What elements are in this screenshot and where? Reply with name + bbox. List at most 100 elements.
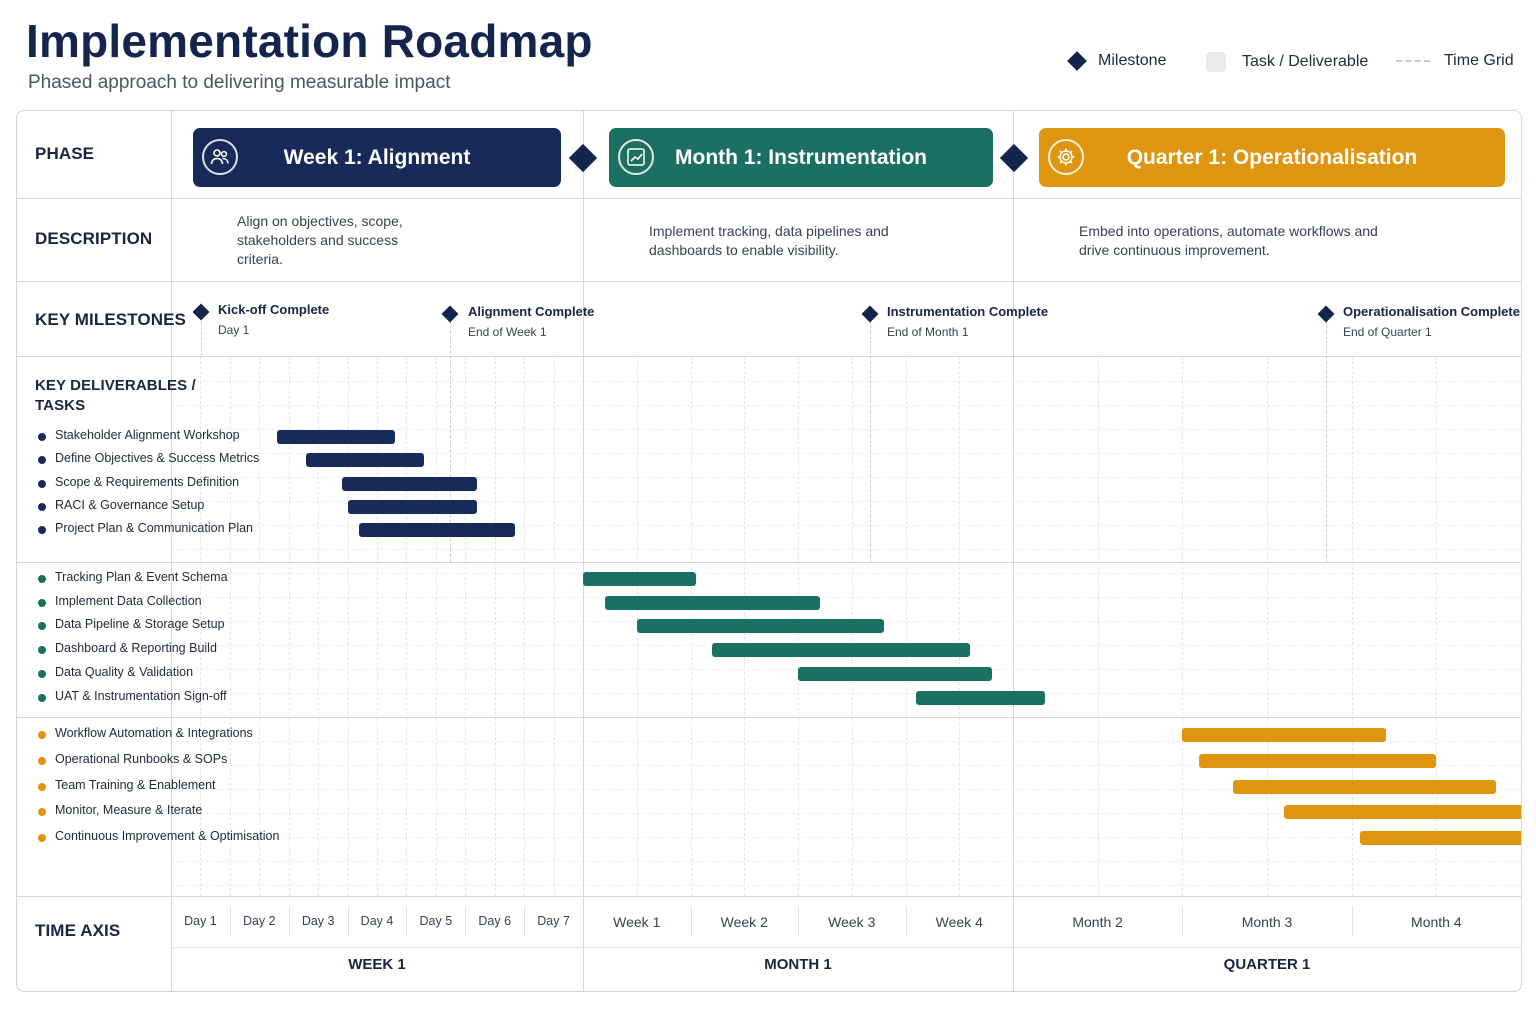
time-scale-label: MONTH 1 xyxy=(764,956,832,973)
task-bar[interactable] xyxy=(1283,805,1521,820)
grid-line xyxy=(1351,356,1353,896)
grid-line xyxy=(1182,356,1184,896)
grid-line xyxy=(171,525,1521,526)
row-divider xyxy=(17,356,1521,357)
grid-line xyxy=(1097,356,1099,896)
grid-line xyxy=(171,573,1521,574)
task-bullet-icon xyxy=(38,479,46,488)
axis-tick-divider xyxy=(1351,906,1353,936)
grid-line xyxy=(959,356,961,896)
task-bar[interactable] xyxy=(604,595,820,610)
task-bar[interactable] xyxy=(1360,831,1521,846)
task-bar[interactable] xyxy=(359,523,516,538)
grid-line xyxy=(171,765,1521,766)
task-bullet-icon xyxy=(38,834,46,843)
milestone-guide-line xyxy=(1326,316,1327,562)
task-bar[interactable] xyxy=(583,572,696,586)
page-title: Implementation Roadmap xyxy=(26,15,593,67)
group-divider xyxy=(17,717,1521,718)
milestone-diamond-icon xyxy=(441,305,459,323)
time-tick-label: Month 3 xyxy=(1241,914,1293,930)
time-tick-label: Day 6 xyxy=(478,914,512,928)
task-bar[interactable] xyxy=(916,690,1046,705)
phase-quarter1[interactable]: Quarter 1: Operationalisation xyxy=(1039,128,1505,187)
task-bullet-icon xyxy=(38,756,46,765)
grid-line xyxy=(1436,356,1438,896)
legend-task: Task / Deliverable xyxy=(1206,52,1368,72)
task-bar[interactable] xyxy=(276,430,395,444)
legend-milestone: Milestone xyxy=(1067,51,1166,71)
grid-line xyxy=(347,356,349,896)
task-label: Dashboard & Reporting Build xyxy=(55,641,217,656)
task-bar[interactable] xyxy=(1182,728,1386,742)
grid-line xyxy=(171,693,1521,694)
task-bullet-icon xyxy=(38,433,46,441)
page-subtitle: Phased approach to delivering measurable… xyxy=(28,72,451,93)
milestone-diamond-icon xyxy=(1317,305,1335,323)
phase-month1[interactable]: Month 1: Instrumentation xyxy=(609,128,993,187)
time-tick-label: Day 4 xyxy=(360,914,394,928)
axis-tick-divider xyxy=(406,906,408,936)
phase-week1[interactable]: Week 1: Alignment xyxy=(193,128,561,187)
grid-line xyxy=(435,356,437,896)
grid-line xyxy=(171,597,1521,598)
task-label: Data Quality & Validation xyxy=(55,664,194,679)
task-bar[interactable] xyxy=(347,499,478,514)
row-divider xyxy=(17,896,1521,897)
task-label: RACI & Governance Setup xyxy=(55,497,205,512)
row-label-time-axis: TIME AXIS xyxy=(35,921,121,940)
task-bar[interactable] xyxy=(341,476,478,491)
grid-line xyxy=(905,356,907,896)
time-tick-label: Week 3 xyxy=(828,914,876,930)
task-bullet-icon xyxy=(38,575,46,583)
roadmap-board: PHASE DESCRIPTION KEY MILESTONES KEY DEL… xyxy=(16,110,1522,992)
phase-name: Week 1: Alignment xyxy=(283,146,471,169)
legend-task-label: Task / Deliverable xyxy=(1242,53,1369,70)
task-bullet-icon xyxy=(38,456,46,465)
task-bullet-icon xyxy=(38,502,46,511)
group-divider xyxy=(17,562,1521,563)
task-label: Define Objectives & Success Metrics xyxy=(55,451,260,466)
milestone-diamond-icon xyxy=(192,303,210,321)
phase-name: Month 1: Instrumentation xyxy=(675,146,927,169)
grid-line xyxy=(171,477,1521,478)
task-label: Project Plan & Communication Plan xyxy=(55,521,254,536)
task-bar[interactable] xyxy=(712,643,970,658)
legend-grid-label: Time Grid xyxy=(1444,52,1514,69)
task-label: Operational Runbooks & SOPs xyxy=(55,751,228,766)
task-label: Workflow Automation & Integrations xyxy=(55,726,253,740)
row-divider xyxy=(17,281,1521,282)
task-bar[interactable] xyxy=(798,666,992,681)
phase-description: Implement tracking, data pipelines and d… xyxy=(649,223,889,258)
grid-line xyxy=(171,453,1521,454)
task-label: Scope & Requirements Definition xyxy=(55,474,240,489)
row-label-milestones: KEY MILESTONES xyxy=(35,310,186,329)
grid-line xyxy=(406,356,408,896)
milestone-guide-line xyxy=(450,316,451,562)
phase-name: Quarter 1: Operationalisation xyxy=(1126,146,1418,169)
axis-tick-divider xyxy=(905,906,907,936)
task-bar[interactable] xyxy=(636,619,884,634)
time-tick-label: Week 1 xyxy=(613,914,661,930)
chart-icon xyxy=(618,139,654,175)
time-tick-label: Day 3 xyxy=(301,914,335,928)
grid-line xyxy=(553,356,555,896)
phase-separator-diamond-icon xyxy=(568,143,598,173)
task-bullet-icon xyxy=(38,693,46,702)
task-bar[interactable] xyxy=(1199,753,1437,768)
axis-tick-divider xyxy=(465,906,467,936)
task-bullet-icon xyxy=(38,731,46,739)
axis-tick-divider xyxy=(1182,906,1184,936)
axis-tick-divider xyxy=(347,906,349,936)
axis-tick-divider xyxy=(524,906,526,936)
task-label: Data Pipeline & Storage Setup xyxy=(55,617,225,632)
grid-line xyxy=(171,789,1521,790)
dashed-line-icon xyxy=(1396,60,1430,62)
milestone-title: Kick-off Complete xyxy=(218,302,330,317)
phase-divider-2 xyxy=(1013,111,1014,991)
grid-line xyxy=(288,356,290,896)
grid-line xyxy=(318,356,320,896)
task-bar[interactable] xyxy=(306,453,425,468)
label-column-divider xyxy=(171,111,172,991)
task-bar[interactable] xyxy=(1233,779,1496,794)
